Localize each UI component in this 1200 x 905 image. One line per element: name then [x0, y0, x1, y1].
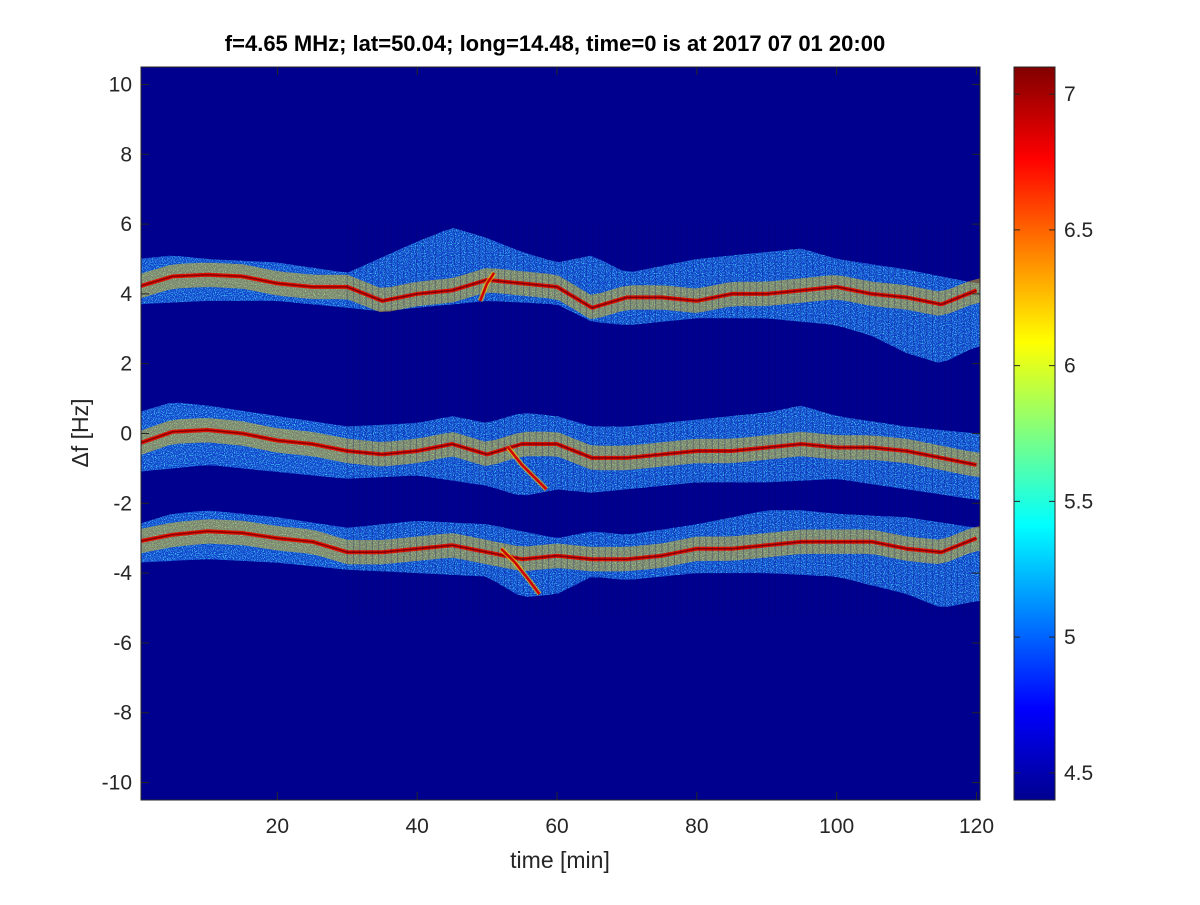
colorbar-tick-label: 6	[1064, 355, 1076, 378]
y-tick-label: -10	[102, 772, 132, 795]
y-tick-label: 4	[120, 283, 132, 306]
y-tick-label: 0	[120, 423, 132, 446]
y-axis: -10 -8 -6 -4 -2 0 2 4 6 8 10	[102, 73, 980, 795]
band-centre-line-core	[141, 273, 977, 309]
vertical-striping	[346, 224, 971, 616]
hook-trace	[500, 547, 541, 595]
heatmap-layer	[141, 224, 980, 616]
hook-trace	[507, 446, 548, 491]
band-core	[141, 519, 980, 572]
band-speckle	[141, 228, 980, 363]
chart-title: f=4.65 MHz; lat=50.04; long=14.48, time=…	[225, 31, 885, 56]
signal-band	[141, 510, 980, 607]
y-tick-label: -2	[113, 492, 132, 515]
signal-band	[141, 228, 980, 363]
x-tick-label: 40	[405, 815, 428, 838]
colorbar-tick-label: 5	[1064, 626, 1076, 649]
y-axis-label: Δf [Hz]	[67, 398, 93, 467]
signal-band	[141, 402, 980, 500]
x-tick-label: 120	[959, 815, 994, 838]
hook-trace	[478, 272, 496, 302]
y-tick-label: 10	[109, 73, 132, 96]
y-tick-label: -8	[113, 702, 132, 725]
colorbar	[1013, 66, 1056, 801]
colorbar-tick-label: 7	[1064, 83, 1076, 106]
x-tick-label: 100	[819, 815, 854, 838]
y-tick-label: -6	[113, 632, 132, 655]
band-centre-line-core	[141, 530, 977, 560]
colorbar-tick-label: 6.5	[1064, 219, 1093, 242]
x-tick-label: 60	[545, 815, 568, 838]
x-axis-label: time [min]	[510, 847, 610, 873]
colorbar-tick-label: 4.5	[1064, 762, 1093, 785]
x-tick-label: 20	[266, 815, 289, 838]
band-speckle	[141, 510, 980, 607]
colorbar-ticks: 4.5 5 5.5 6 6.5 7	[1014, 83, 1093, 785]
y-tick-label: -4	[113, 562, 132, 585]
x-axis: 20 40 60 80 100 120	[266, 67, 994, 838]
band-centre-line-core	[141, 429, 977, 466]
band-speckle	[141, 402, 980, 500]
y-tick-label: 6	[120, 213, 132, 236]
x-tick-label: 80	[685, 815, 708, 838]
band-core	[141, 418, 980, 478]
colorbar-tick-label: 5.5	[1064, 490, 1093, 513]
y-tick-label: 8	[120, 143, 132, 166]
y-tick-label: 2	[120, 353, 132, 376]
